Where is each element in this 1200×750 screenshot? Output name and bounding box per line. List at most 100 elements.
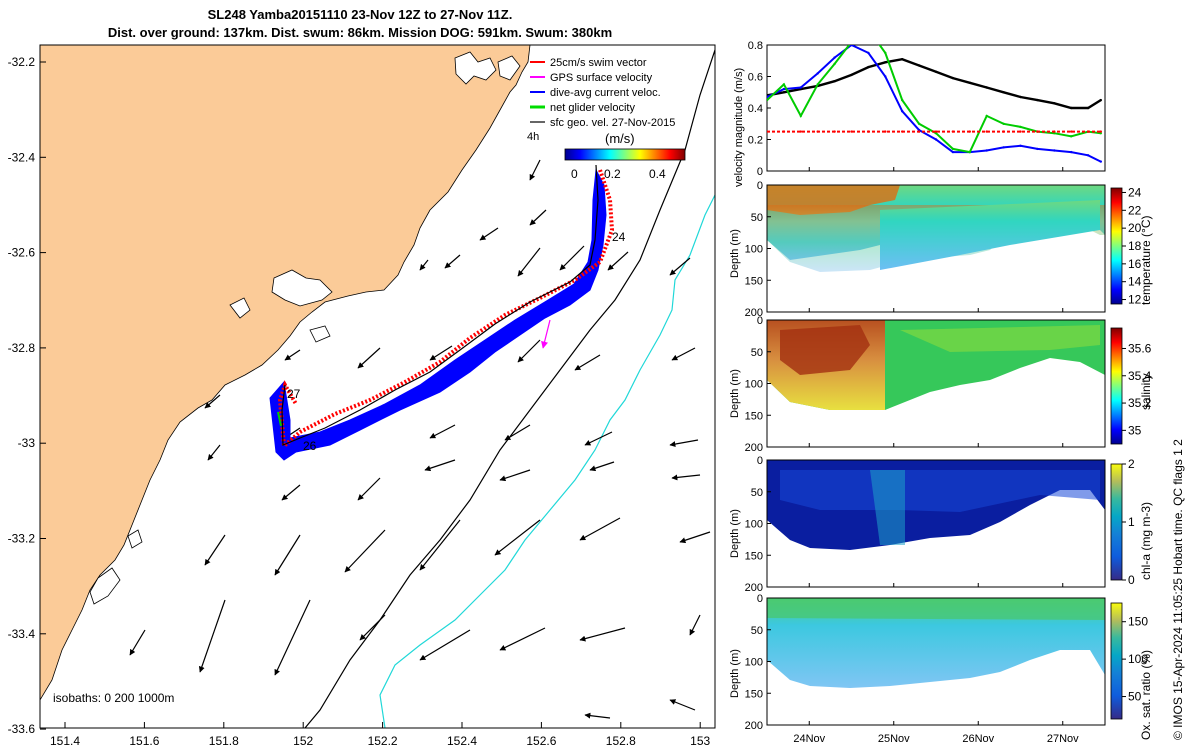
velocity-data-point xyxy=(951,76,955,80)
depth-tick-label: 100 xyxy=(745,657,763,669)
velocity-data-point xyxy=(985,114,988,118)
map-land xyxy=(40,45,531,701)
depth-tick-label: 50 xyxy=(751,212,763,224)
depth-tick-label: 200 xyxy=(745,442,763,454)
geo-velocity-arrow xyxy=(669,257,691,276)
geo-velocity-arrow xyxy=(444,254,461,269)
colorbar-tick-label: 22 xyxy=(1128,203,1142,217)
colorbar-tick-label: 35.2 xyxy=(1128,396,1152,410)
geo-velocity-arrow xyxy=(359,614,386,641)
legend-net-glider-velocity: net glider velocity xyxy=(530,102,635,114)
velocity-data-point xyxy=(816,72,819,75)
colorbar-tick-label: 35.6 xyxy=(1128,341,1152,355)
map-lat-tick-label: -32.6 xyxy=(8,246,36,260)
map-lat-tick-label: -32.2 xyxy=(8,55,36,69)
colorbar-tick-label: 2 xyxy=(1128,457,1135,471)
chla-ylabel: Depth (m) xyxy=(729,509,741,558)
velocity-data-point xyxy=(767,98,769,102)
map-lat-tick-label: -33.2 xyxy=(8,532,36,546)
colorbar-tick-label: 35 xyxy=(1128,423,1142,437)
geo-velocity-arrow xyxy=(669,699,696,711)
colorbar-tick-label: 100 xyxy=(1128,652,1148,666)
velocity-y-tick-label: 0.4 xyxy=(748,103,763,115)
geostrophic-velocity-arrows xyxy=(129,159,711,719)
temperature-ylabel: Depth (m) xyxy=(729,229,741,278)
colorbar-tick-label: 24 xyxy=(1128,185,1142,199)
velocity-data-point xyxy=(850,73,853,77)
geo-velocity-arrow xyxy=(198,599,226,673)
velocity-data-point xyxy=(799,130,802,133)
map-lon-tick-label: 152.8 xyxy=(606,734,636,748)
velocity-data-point xyxy=(867,28,869,30)
velocity-data-point xyxy=(901,110,904,113)
colorbar-tick-label: 50 xyxy=(1128,690,1142,704)
geo-velocity-arrow xyxy=(499,627,546,651)
colorbar-tick-label: 150 xyxy=(1128,615,1148,629)
map-lon-tick-label: 152.4 xyxy=(447,734,477,748)
velocity-data-point xyxy=(1019,95,1022,99)
velocity-data-point xyxy=(782,83,786,86)
velocity-data-point xyxy=(917,128,921,132)
temperature-panel: Depth (m) temperature (°C) xyxy=(729,184,1153,313)
geo-velocity-arrow xyxy=(204,394,221,409)
geo-velocity-arrow xyxy=(584,431,613,446)
velocity-data-point xyxy=(867,65,870,69)
depth-tick-label: 50 xyxy=(751,625,763,637)
chla-panel: Depth (m) chl-a (mg m-3) xyxy=(729,459,1153,588)
salinity-panel: Depth (m) salinity xyxy=(729,319,1153,448)
glider-path-line xyxy=(281,164,599,446)
figure-title-line1: SL248 Yamba20151110 23-Nov 12Z to 27-Nov… xyxy=(207,7,513,22)
map-lon-tick-label: 152.2 xyxy=(368,734,398,748)
velocity-y-tick-label: 0.6 xyxy=(748,72,763,84)
depth-tick-label: 0 xyxy=(757,455,763,467)
velocity-data-point xyxy=(833,62,836,66)
depth-tick-label: 100 xyxy=(745,244,763,256)
velocity-data-point xyxy=(1070,135,1073,138)
geo-velocity-arrow xyxy=(589,461,615,472)
geo-velocity-arrow xyxy=(529,209,547,226)
velocity-data-point xyxy=(1002,146,1005,149)
depth-tick-label: 150 xyxy=(745,688,763,700)
velocity-data-point xyxy=(934,70,938,74)
oxygen-panel: Depth (m) Ox. sat. ratio (%) xyxy=(729,597,1153,740)
velocity-panel: 0 0.2 0.4 0.6 0.8 velocity magnitude (m/s) xyxy=(733,28,1106,187)
svg-text:dive-avg current veloc.: dive-avg current veloc. xyxy=(550,87,661,99)
velocity-data-point xyxy=(917,64,921,67)
chla-colorbar-label: chl-a (mg m-3) xyxy=(1139,502,1153,580)
velocity-data-point xyxy=(917,122,921,126)
geo-velocity-arrow xyxy=(357,347,381,369)
velocity-data-point xyxy=(1053,149,1056,152)
velocity-data-point xyxy=(816,83,819,86)
velocity-data-point xyxy=(1070,130,1073,133)
velocity-data-point xyxy=(951,130,955,133)
gps-surface-velocity-arrow xyxy=(541,319,551,349)
velocity-data-point xyxy=(1036,130,1039,133)
geo-velocity-arrow xyxy=(281,427,301,441)
colorbar-tick-label: 16 xyxy=(1128,257,1142,271)
map-axis-ticks: 151.4 151.6 151.8 152 152.2 152.4 152.6 152.8 15… xyxy=(8,55,711,748)
legend-sfc-geo-velocity: sfc geo. vel. 27-Nov-2015 xyxy=(530,117,675,129)
speed-colorbar-unit: (m/s) xyxy=(605,131,635,146)
scale-label: 4h xyxy=(527,131,539,143)
velocity-series-line xyxy=(767,45,1102,163)
velocity-data-point xyxy=(799,86,802,89)
colorbar-tick-label: 14 xyxy=(1128,275,1142,289)
velocity-data-point xyxy=(1053,132,1056,135)
map-lon-tick-label: 153 xyxy=(690,734,710,748)
map-lat-tick-label: -32.8 xyxy=(8,341,36,355)
velocity-data-point xyxy=(1002,122,1005,126)
velocity-data-point xyxy=(1099,130,1103,133)
velocity-data-point xyxy=(1053,102,1056,105)
day-label-24: 24 xyxy=(612,230,626,244)
map-lon-tick-label: 151.6 xyxy=(129,734,159,748)
geo-velocity-arrow xyxy=(579,627,626,642)
salinity-ylabel: Depth (m) xyxy=(729,369,741,418)
colorbar-tick-label: 0 xyxy=(1128,573,1135,587)
depth-tick-label: 100 xyxy=(745,379,763,391)
geo-velocity-arrow xyxy=(494,519,541,556)
day-label-27: 27 xyxy=(287,387,301,401)
velocity-y-tick-label: 0.8 xyxy=(748,40,763,52)
colorbar-tick-label: 35.4 xyxy=(1128,369,1152,383)
velocity-data-point xyxy=(1099,132,1103,135)
